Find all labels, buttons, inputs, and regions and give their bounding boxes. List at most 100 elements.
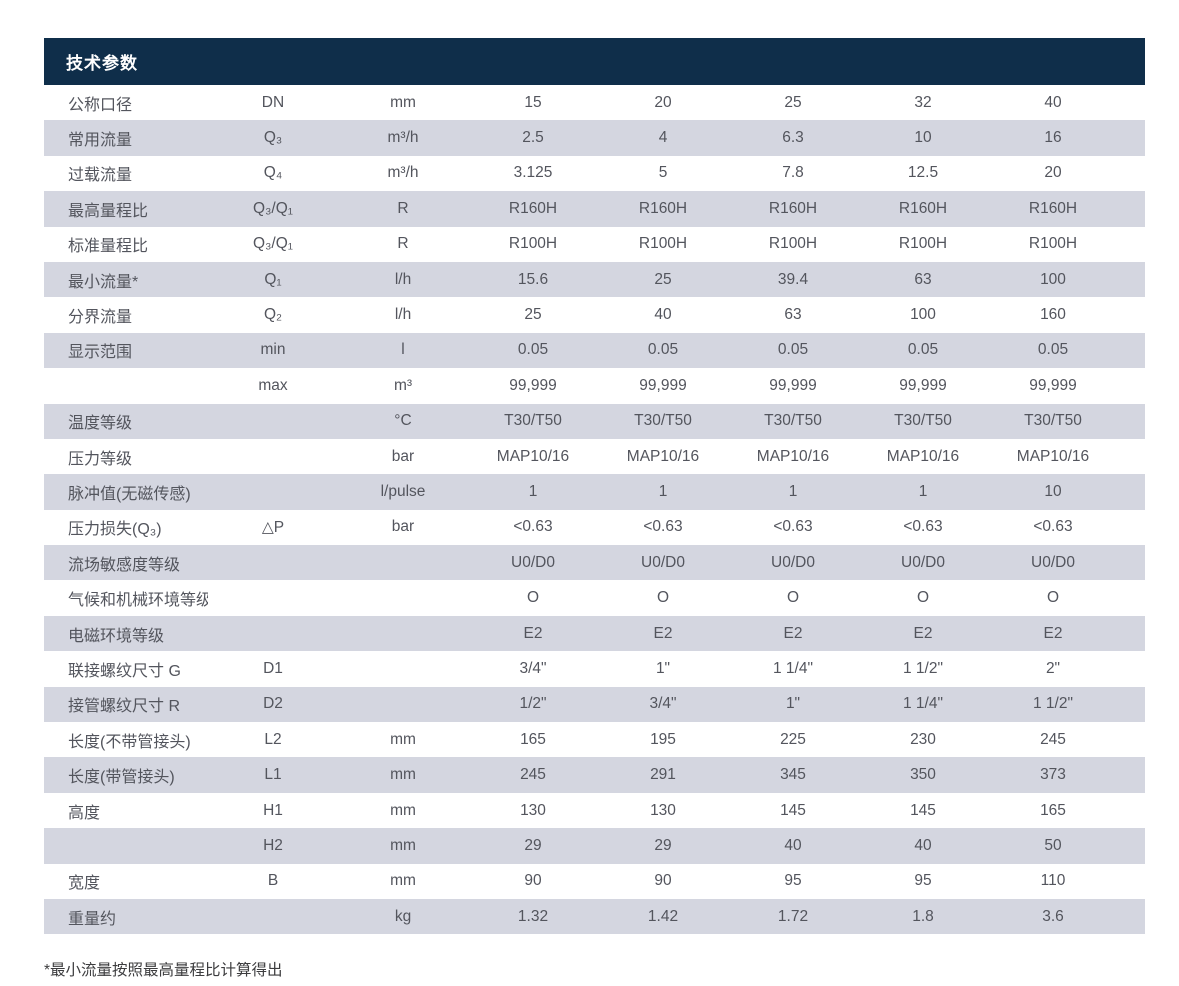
row-value: 1.8 bbox=[912, 907, 934, 925]
row-value: E2 bbox=[913, 624, 933, 642]
row-value: 99,999 bbox=[769, 376, 817, 394]
row-value: 3/4" bbox=[649, 695, 677, 713]
row-unit: kg bbox=[394, 907, 412, 925]
row-label: 压力等级 bbox=[68, 450, 133, 468]
row-value: 15.6 bbox=[517, 270, 549, 288]
row-label: 接管螺纹尺寸 R bbox=[68, 698, 181, 716]
row-value: 100 bbox=[1040, 270, 1066, 288]
row-symbol: L1 bbox=[264, 766, 282, 784]
row-value: 29 bbox=[654, 836, 672, 854]
row-value: MAP10/16 bbox=[626, 447, 700, 465]
row-value: 3.6 bbox=[1042, 907, 1064, 925]
row-value: 1 bbox=[918, 482, 928, 500]
row-unit: l bbox=[401, 341, 405, 359]
row-symbol: △P bbox=[261, 518, 285, 536]
row-value: 90 bbox=[654, 872, 672, 890]
row-symbol: D1 bbox=[263, 659, 283, 677]
row-symbol: Q₃/Q₁ bbox=[253, 199, 293, 217]
spec-table-card: 技术参数 公称口径 DN mm 15 20 25 32 40 常用流量 Q₃ m³/h 2.5 4 6.3… bbox=[44, 38, 1145, 935]
row-unit: m³ bbox=[393, 376, 413, 394]
row-unit: R bbox=[397, 235, 409, 253]
row-unit: mm bbox=[390, 730, 416, 748]
table-title: 技术参数 bbox=[66, 54, 138, 73]
row-unit: m³/h bbox=[387, 164, 419, 182]
row-label: 常用流量 bbox=[68, 132, 133, 150]
row-value: 110 bbox=[1040, 872, 1066, 890]
row-value: 195 bbox=[650, 730, 676, 748]
row-value: R100H bbox=[508, 235, 558, 253]
row-value: R100H bbox=[768, 235, 818, 253]
row-value: U0/D0 bbox=[641, 553, 685, 571]
table-row: 常用流量 Q₃ m³/h 2.5 4 6.3 10 16 bbox=[44, 120, 1145, 156]
row-value: 230 bbox=[910, 730, 936, 748]
row-value: R100H bbox=[1028, 235, 1078, 253]
row-value: <0.63 bbox=[513, 518, 553, 536]
table-row: 流场敏感度等级 U0/D0 U0/D0 U0/D0 U0/D0 U0/D0 bbox=[44, 545, 1145, 581]
row-value: 1 bbox=[658, 482, 668, 500]
row-value: 63 bbox=[914, 270, 932, 288]
row-label: 宽度 bbox=[68, 875, 101, 893]
row-value: 0.05 bbox=[1037, 341, 1069, 359]
row-value: 1 1/2" bbox=[1033, 695, 1073, 713]
row-value: 0.05 bbox=[517, 341, 549, 359]
row-value: E2 bbox=[653, 624, 673, 642]
row-value: 225 bbox=[780, 730, 806, 748]
row-unit bbox=[338, 651, 468, 686]
row-value: R160H bbox=[768, 199, 818, 217]
row-value: U0/D0 bbox=[901, 553, 945, 571]
row-label: 联接螺纹尺寸 G bbox=[68, 662, 181, 680]
row-unit: bar bbox=[391, 518, 415, 536]
row-value: 3.125 bbox=[513, 164, 553, 182]
row-value: 2" bbox=[1045, 659, 1061, 677]
row-value: 99,999 bbox=[639, 376, 687, 394]
row-label: 最高量程比 bbox=[68, 202, 149, 220]
row-symbol: H2 bbox=[263, 836, 283, 854]
table-row: 过载流量 Q₄ m³/h 3.125 5 7.8 12.5 20 bbox=[44, 156, 1145, 191]
row-unit: mm bbox=[390, 836, 416, 854]
row-value: 90 bbox=[524, 872, 542, 890]
row-unit: mm bbox=[390, 801, 416, 819]
row-label: 最小流量* bbox=[68, 273, 139, 291]
row-value: 25 bbox=[524, 306, 542, 324]
row-unit: m³/h bbox=[387, 129, 419, 147]
table-row: 最高量程比 Q₃/Q₁ R R160H R160H R160H R160H R160H bbox=[44, 191, 1145, 227]
row-value: 10 bbox=[1044, 482, 1062, 500]
row-unit: l/pulse bbox=[380, 482, 426, 500]
row-value: 130 bbox=[650, 801, 676, 819]
row-value: 1 1/2" bbox=[903, 659, 943, 677]
row-label: 压力损失(Q₃) bbox=[68, 521, 162, 539]
row-label: 温度等级 bbox=[68, 415, 133, 433]
row-value: 350 bbox=[910, 766, 936, 784]
row-symbol: min bbox=[260, 341, 286, 359]
row-value: 25 bbox=[654, 270, 672, 288]
row-value: <0.63 bbox=[643, 518, 683, 536]
table-row: max m³ 99,999 99,999 99,999 99,999 99,999 bbox=[44, 368, 1145, 403]
table-row: 长度(不带管接头) L2 mm 165 195 225 230 245 bbox=[44, 722, 1145, 757]
row-symbol bbox=[208, 899, 338, 934]
row-symbol: DN bbox=[261, 93, 285, 111]
row-value: 95 bbox=[784, 872, 802, 890]
row-symbol: Q₄ bbox=[263, 164, 283, 182]
row-unit: mm bbox=[390, 93, 416, 111]
row-value: R160H bbox=[508, 199, 558, 217]
row-label: 高度 bbox=[68, 804, 101, 822]
row-value: U0/D0 bbox=[511, 553, 555, 571]
row-value: 15 bbox=[524, 93, 542, 111]
row-label: 气候和机械环境等级 bbox=[68, 592, 208, 610]
table-row: H2 mm 29 29 40 40 50 bbox=[44, 828, 1145, 864]
row-value: R160H bbox=[898, 199, 948, 217]
table-row: 压力损失(Q₃) △P bar <0.63 <0.63 <0.63 <0.63 <0.63 bbox=[44, 510, 1145, 545]
table-row: 显示范围 min l 0.05 0.05 0.05 0.05 0.05 bbox=[44, 332, 1145, 369]
row-value: 1 1/4" bbox=[773, 659, 813, 677]
row-value: 95 bbox=[914, 872, 932, 890]
table-row: 公称口径 DN mm 15 20 25 32 40 bbox=[44, 85, 1145, 120]
row-unit: l/h bbox=[394, 306, 412, 324]
table-row: 联接螺纹尺寸 G D1 3/4" 1" 1 1/4" 1 1/2" 2" bbox=[44, 651, 1145, 686]
row-value: T30/T50 bbox=[894, 412, 952, 430]
row-value: 99,999 bbox=[509, 376, 557, 394]
footnote: *最小流量按照最高量程比计算得出 bbox=[44, 962, 283, 979]
row-value: MAP10/16 bbox=[1016, 447, 1090, 465]
row-value: 5 bbox=[658, 164, 668, 182]
